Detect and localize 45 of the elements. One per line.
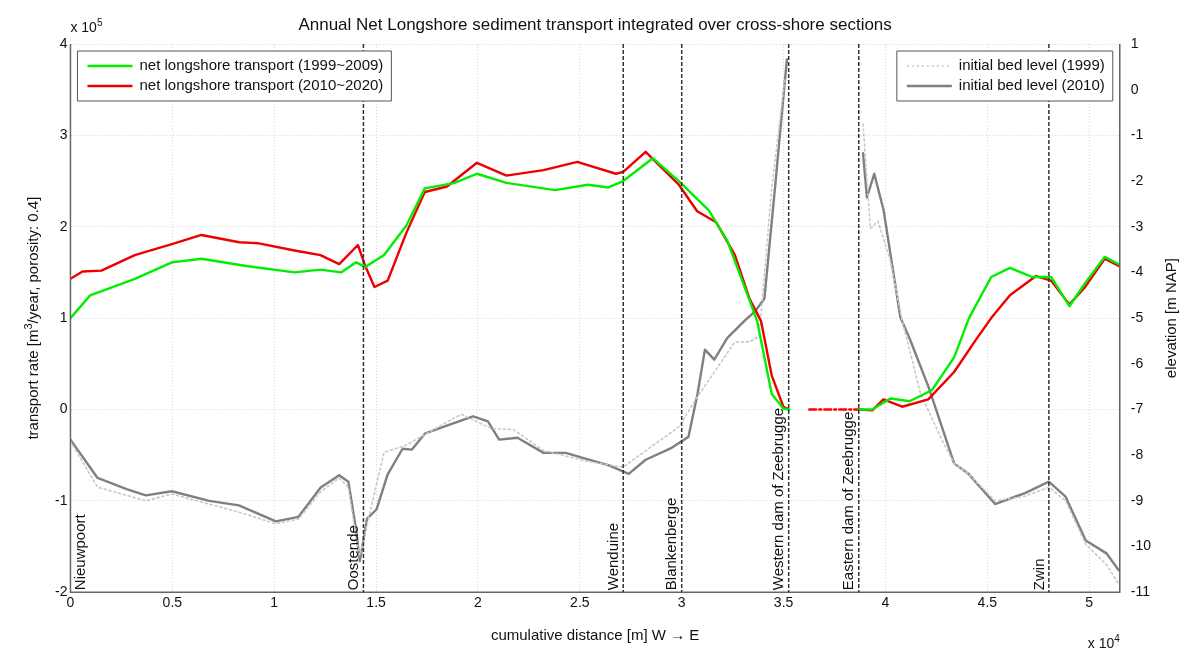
y2-tick-label: 0 xyxy=(1130,80,1139,97)
ref-line-label: Oostende xyxy=(344,525,362,591)
x-tick-label: 2.5 xyxy=(570,594,590,611)
ref-line-label: Western dam of Zeebrugge xyxy=(769,407,787,591)
y2-tick-label: 1 xyxy=(1130,34,1139,51)
y-tick-label: -1 xyxy=(55,491,68,508)
x-tick-label: 1.5 xyxy=(366,594,387,611)
y-tick-label: 4 xyxy=(59,34,68,51)
ref-line-label: Wenduine xyxy=(603,522,621,591)
x-tick-label: 3.5 xyxy=(773,594,794,611)
y2-tick-label: -4 xyxy=(1130,263,1144,280)
annotation: Nieuwpoort xyxy=(71,513,89,591)
y2-tick-label: -8 xyxy=(1130,446,1144,463)
y2-axis-title: elevation [m NAP] xyxy=(1161,258,1179,379)
x-tick-label: 3 xyxy=(677,594,686,611)
y-tick-label: 1 xyxy=(59,308,68,325)
y2-tick-label: -9 xyxy=(1130,491,1144,508)
x-tick-label: 4.5 xyxy=(977,594,998,611)
x-tick-label: 2 xyxy=(474,594,483,611)
legend-label: initial bed level (1999) xyxy=(958,56,1105,74)
x-tick-label: 0.5 xyxy=(162,594,183,611)
chart-title: Annual Net Longshore sediment transport integrated over cross-shore sections xyxy=(298,15,892,34)
x-tick-label: 5 xyxy=(1085,594,1094,611)
y-tick-label: -2 xyxy=(55,583,68,600)
y2-tick-label: -1 xyxy=(1130,126,1144,143)
x-tick-label: 4 xyxy=(881,594,890,611)
y-tick-label: 3 xyxy=(59,126,68,143)
y-axis-title: transport rate [m3/year, porosity: 0.4] xyxy=(21,196,42,440)
y2-tick-label: -6 xyxy=(1130,354,1144,371)
y2-tick-label: -7 xyxy=(1130,400,1144,417)
ref-line-label: Blankenberge xyxy=(662,497,680,591)
y2-tick-label: -2 xyxy=(1130,171,1144,188)
legend-label: net longshore transport (2010~2020) xyxy=(139,76,384,94)
y2-tick-label: -11 xyxy=(1130,583,1151,600)
ref-line-label: Zwin xyxy=(1029,558,1047,591)
y2-tick-label: -10 xyxy=(1130,537,1152,554)
ref-line-label: Eastern dam of Zeebrugge xyxy=(839,411,857,591)
y2-tick-label: -5 xyxy=(1130,308,1144,325)
y2-tick-label: -3 xyxy=(1130,217,1144,234)
x-tick-label: 1 xyxy=(270,594,279,611)
y-tick-label: 2 xyxy=(59,217,68,234)
x-axis-title: cumulative distance [m] W → E xyxy=(490,626,700,644)
legend-label: net longshore transport (1999~2009) xyxy=(139,56,384,74)
legend-label: initial bed level (2010) xyxy=(958,76,1105,94)
y-tick-label: 0 xyxy=(59,400,68,417)
